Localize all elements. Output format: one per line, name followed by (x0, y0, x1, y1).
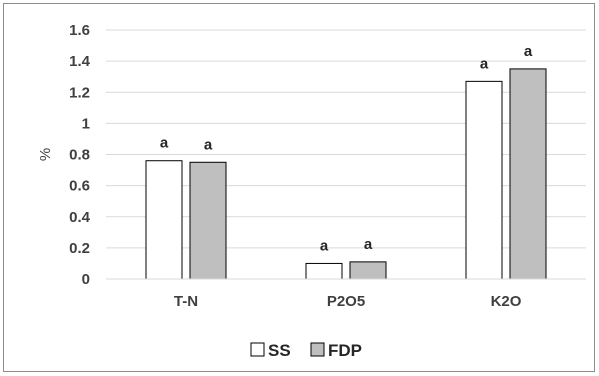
y-axis-ticks: 0 0.2 0.4 0.6 0.8 1 1.2 1.4 1.6 (69, 22, 91, 288)
data-labels: a a a a a a (160, 43, 533, 255)
bar-fdp-1 (189, 161, 227, 280)
data-label: a (160, 135, 169, 152)
bar-ss-3 (465, 80, 503, 280)
y-tick-label: 0.4 (69, 209, 91, 226)
y-tick-label: 1.6 (69, 22, 90, 39)
x-category-label: P2O5 (327, 293, 365, 310)
data-label: a (480, 55, 489, 72)
legend-swatch (310, 342, 325, 357)
legend-swatch (250, 342, 265, 357)
y-axis-title: % (37, 148, 54, 161)
x-axis-categories: T-N P2O5 K2O (174, 293, 522, 310)
gridlines (106, 29, 586, 249)
data-label: a (524, 43, 533, 60)
y-tick-label: 0 (82, 271, 90, 288)
legend: SS FDP (250, 341, 362, 360)
data-label: a (320, 237, 329, 254)
y-tick-label: 0.2 (69, 240, 90, 257)
y-tick-label: 0.6 (69, 178, 90, 195)
y-tick-label: 1.4 (69, 53, 91, 70)
bar-fdp-3 (509, 68, 547, 280)
bar-fdp-2 (349, 261, 387, 280)
data-label: a (204, 136, 213, 153)
y-tick-label: 1.2 (69, 84, 90, 101)
legend-label: FDP (328, 341, 362, 360)
y-tick-label: 0.8 (69, 147, 90, 164)
x-category-label: T-N (174, 293, 198, 310)
y-tick-label: 1 (82, 115, 90, 132)
bar-ss-1 (145, 160, 183, 280)
legend-label: SS (268, 341, 291, 360)
bars (145, 68, 547, 280)
bar-ss-2 (305, 262, 343, 280)
data-label: a (364, 236, 373, 253)
x-category-label: K2O (491, 293, 522, 310)
